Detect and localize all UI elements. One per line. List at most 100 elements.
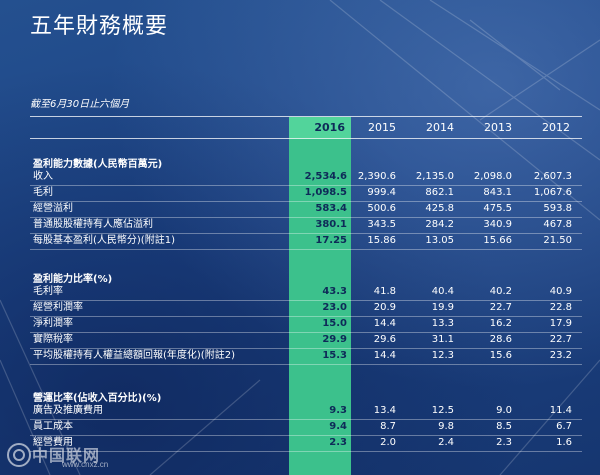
cell-2016: 380.1 bbox=[315, 219, 347, 230]
cell-2012: 22.7 bbox=[549, 334, 572, 345]
table-row: 收入 2,534.6 2,390.6 2,135.0 2,098.0 2,607.3 bbox=[0, 169, 600, 185]
cell-2012: 40.9 bbox=[549, 286, 572, 297]
section-title: 盈利能力比率(%) bbox=[33, 274, 113, 285]
cell-2014: 19.9 bbox=[431, 302, 454, 313]
cell-2012: 6.7 bbox=[556, 421, 572, 432]
row-divider bbox=[30, 249, 582, 250]
cell-2012: 593.8 bbox=[543, 203, 572, 214]
cell-2016: 9.4 bbox=[329, 421, 347, 432]
cell-2016: 43.3 bbox=[322, 286, 347, 297]
cell-2012: 23.2 bbox=[549, 350, 572, 361]
row-label: 經營溢利 bbox=[33, 203, 73, 214]
table-row: 每股基本盈利(人民幣分)(附註1) 17.25 15.86 13.05 15.66 21.… bbox=[0, 233, 600, 249]
current-year-highlight bbox=[289, 117, 351, 475]
cell-2014: 2,135.0 bbox=[415, 171, 454, 182]
row-divider bbox=[30, 451, 582, 452]
row-label: 廣告及推廣費用 bbox=[33, 405, 103, 416]
cell-2015: 14.4 bbox=[373, 318, 396, 329]
row-label: 每股基本盈利(人民幣分)(附註1) bbox=[33, 235, 175, 246]
cell-2015: 500.6 bbox=[367, 203, 396, 214]
cell-2014: 31.1 bbox=[431, 334, 454, 345]
cell-2015: 41.8 bbox=[373, 286, 396, 297]
row-label: 毛利率 bbox=[33, 286, 63, 297]
row-divider bbox=[30, 316, 582, 317]
cell-2015: 2.0 bbox=[380, 437, 396, 448]
row-label: 實際稅率 bbox=[33, 334, 73, 345]
cell-2014: 13.05 bbox=[425, 235, 454, 246]
cell-2015: 343.5 bbox=[367, 219, 396, 230]
watermark-text: 中国联网 bbox=[32, 446, 101, 465]
row-divider bbox=[30, 348, 582, 349]
row-label: 平均股權持有人權益總額回報(年度化)(附註2) bbox=[33, 350, 235, 361]
table-row: 經營費用 2.3 2.0 2.4 2.3 1.6 bbox=[0, 435, 600, 451]
row-label: 收入 bbox=[33, 171, 53, 182]
column-header-2013: 2013 bbox=[484, 121, 512, 134]
row-divider bbox=[30, 201, 582, 202]
table-row: 毛利率 43.3 41.8 40.4 40.2 40.9 bbox=[0, 284, 600, 300]
cell-2014: 12.3 bbox=[431, 350, 454, 361]
table-row: 經營利潤率 23.0 20.9 19.9 22.7 22.8 bbox=[0, 300, 600, 316]
table-header: 2016 2015 2014 2013 2012 bbox=[0, 117, 600, 138]
watermark-logo-icon bbox=[7, 443, 31, 467]
cell-2016: 583.4 bbox=[315, 203, 347, 214]
cell-2013: 16.2 bbox=[489, 318, 512, 329]
cell-2013: 475.5 bbox=[483, 203, 512, 214]
cell-2013: 40.2 bbox=[489, 286, 512, 297]
watermark-url: www.cnxz.cn bbox=[62, 460, 109, 469]
cell-2016: 17.25 bbox=[315, 235, 347, 246]
section-title: 盈利能力數據(人民幣百萬元) bbox=[33, 159, 163, 170]
cell-2013: 9.0 bbox=[496, 405, 512, 416]
cell-2016: 15.0 bbox=[322, 318, 347, 329]
row-divider bbox=[30, 332, 582, 333]
row-divider bbox=[30, 364, 582, 365]
row-label: 員工成本 bbox=[33, 421, 73, 432]
cell-2013: 22.7 bbox=[489, 302, 512, 313]
cell-2013: 2,098.0 bbox=[473, 171, 512, 182]
table-row: 平均股權持有人權益總額回報(年度化)(附註2) 15.3 14.4 12.3 15.6 2… bbox=[0, 348, 600, 364]
row-divider bbox=[30, 300, 582, 301]
period-label: 截至6月30日止六個月 bbox=[30, 99, 130, 110]
cell-2012: 22.8 bbox=[549, 302, 572, 313]
cell-2016: 9.3 bbox=[329, 405, 347, 416]
table-row: 經營溢利 583.4 500.6 425.8 475.5 593.8 bbox=[0, 201, 600, 217]
row-divider bbox=[30, 217, 582, 218]
cell-2015: 2,390.6 bbox=[357, 171, 396, 182]
section-title: 營運比率(佔收入百分比)(%) bbox=[33, 393, 162, 404]
table-row: 毛利 1,098.5 999.4 862.1 843.1 1,067.6 bbox=[0, 185, 600, 201]
cell-2012: 17.9 bbox=[549, 318, 572, 329]
row-label: 經營利潤率 bbox=[33, 302, 83, 313]
cell-2013: 8.5 bbox=[496, 421, 512, 432]
cell-2013: 15.6 bbox=[489, 350, 512, 361]
watermark: 中国联网 www.cnxz.cn bbox=[4, 440, 144, 472]
cell-2014: 12.5 bbox=[431, 405, 454, 416]
page-title: 五年財務概要 bbox=[30, 14, 169, 39]
table-row: 實際稅率 29.9 29.6 31.1 28.6 22.7 bbox=[0, 332, 600, 348]
cell-2014: 40.4 bbox=[431, 286, 454, 297]
cell-2016: 2.3 bbox=[329, 437, 347, 448]
table-row: 淨利潤率 15.0 14.4 13.3 16.2 17.9 bbox=[0, 316, 600, 332]
current-year-header-highlight bbox=[289, 117, 351, 138]
row-divider bbox=[30, 419, 582, 420]
column-header-2014: 2014 bbox=[426, 121, 454, 134]
row-divider bbox=[30, 233, 582, 234]
cell-2014: 9.8 bbox=[438, 421, 454, 432]
cell-2012: 467.8 bbox=[543, 219, 572, 230]
cell-2016: 23.0 bbox=[322, 302, 347, 313]
cell-2013: 28.6 bbox=[489, 334, 512, 345]
column-header-2015: 2015 bbox=[368, 121, 396, 134]
table-header-rule bbox=[30, 138, 582, 139]
cell-2012: 1,067.6 bbox=[533, 187, 572, 198]
cell-2016: 1,098.5 bbox=[304, 187, 347, 198]
cell-2015: 15.86 bbox=[367, 235, 396, 246]
cell-2015: 29.6 bbox=[373, 334, 396, 345]
cell-2013: 340.9 bbox=[483, 219, 512, 230]
row-divider bbox=[30, 185, 582, 186]
cell-2016: 29.9 bbox=[322, 334, 347, 345]
cell-2012: 21.50 bbox=[543, 235, 572, 246]
cell-2015: 8.7 bbox=[380, 421, 396, 432]
cell-2013: 843.1 bbox=[483, 187, 512, 198]
cell-2016: 15.3 bbox=[322, 350, 347, 361]
cell-2015: 20.9 bbox=[373, 302, 396, 313]
row-label: 普通股股權持有人應佔溢利 bbox=[33, 219, 153, 230]
